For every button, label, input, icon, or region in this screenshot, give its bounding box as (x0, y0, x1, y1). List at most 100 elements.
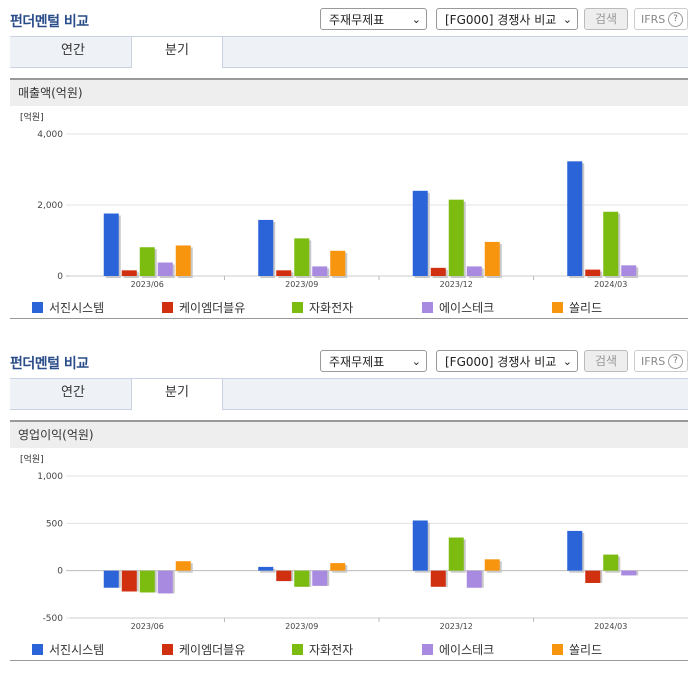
bar (466, 570, 482, 588)
x-tick-label: 2023/06 (131, 622, 164, 631)
bar (139, 570, 155, 593)
bar (603, 211, 619, 276)
legend-item[interactable]: 자화전자 (292, 641, 353, 658)
bar (621, 570, 637, 576)
chart-subtitle: 영업이익(억원) (10, 420, 688, 448)
search-button[interactable]: 검색 (584, 8, 628, 30)
bar (412, 520, 428, 571)
peer-group-select-value: [FG000] 경쟁사 비교 (445, 13, 557, 27)
bar (567, 530, 583, 571)
bar (603, 554, 619, 571)
chevron-down-icon: ⌄ (562, 355, 572, 368)
x-tick-label: 2023/09 (285, 622, 318, 631)
bar (312, 570, 328, 586)
revenue-chart: [억원] 0 2,000 4,000 2023/06 2023/09 2023/12 2024… (10, 106, 688, 296)
y-tick-label: 4,000 (37, 130, 63, 140)
statement-select-value: 주재무제표 (329, 355, 385, 369)
bar (448, 537, 464, 571)
legend-item[interactable]: 쏠리드 (552, 299, 602, 316)
legend-label: 쏠리드 (569, 643, 603, 657)
legend-item[interactable]: 케이엠더블유 (162, 299, 245, 316)
y-tick-label: 2,000 (37, 201, 63, 211)
tab-quarterly[interactable]: 분기 (131, 379, 223, 410)
bar (258, 566, 274, 571)
ifrs-button[interactable]: IFRS ? (634, 8, 688, 30)
tab-annual[interactable]: 연간 (61, 43, 85, 58)
tab-quarterly[interactable]: 분기 (131, 37, 223, 68)
legend-item[interactable]: 쏠리드 (552, 641, 602, 658)
bar (330, 250, 346, 276)
legend-swatch (162, 644, 173, 655)
period-tabs: 연간 분기 (10, 378, 688, 410)
statement-select[interactable]: 주재무제표 ⌄ (320, 8, 427, 30)
bar (312, 266, 328, 276)
statement-select-value: 주재무제표 (329, 13, 385, 27)
period-tabs: 연간 분기 (10, 36, 688, 68)
bar (484, 559, 500, 571)
legend-item[interactable]: 에이스테크 (422, 299, 494, 316)
bar (103, 570, 119, 588)
legend-item[interactable]: 에이스테크 (422, 641, 494, 658)
legend-label: 에이스테크 (439, 643, 495, 657)
peer-group-select-value: [FG000] 경쟁사 비교 (445, 355, 557, 369)
x-tick-label: 2024/03 (594, 280, 627, 289)
legend-label: 에이스테크 (439, 301, 495, 315)
chevron-down-icon: ⌄ (411, 13, 421, 26)
x-tick-label: 2023/09 (285, 280, 318, 289)
bar (157, 262, 173, 276)
help-icon[interactable]: ? (668, 354, 683, 369)
legend-label: 서진시스템 (49, 643, 105, 657)
help-icon[interactable]: ? (668, 12, 683, 27)
legend-swatch (552, 644, 563, 655)
bar (294, 570, 310, 587)
panel-title: 펀더멘털 비교 (10, 356, 89, 372)
bar (585, 269, 601, 276)
legend-swatch (32, 644, 43, 655)
bar (430, 267, 446, 276)
legend-item[interactable]: 서진시스템 (32, 641, 104, 658)
bar (121, 570, 137, 592)
legend-label: 자화전자 (309, 301, 354, 315)
x-tick-label: 2023/12 (440, 280, 473, 289)
operating-profit-chart: [억원] -500 0 500 1,000 2023/06 2023/09 2023/12 20… (10, 448, 688, 638)
y-tick-label: 0 (57, 272, 63, 282)
x-tick-label: 2023/12 (440, 622, 473, 631)
legend-item[interactable]: 케이엠더블유 (162, 641, 245, 658)
bar (258, 219, 274, 276)
chart-legend: 서진시스템 케이엠더블유 자화전자 에이스테크 쏠리드 (10, 638, 688, 661)
y-tick-label: 500 (46, 519, 63, 529)
legend-swatch (552, 302, 563, 313)
legend-item[interactable]: 서진시스템 (32, 299, 104, 316)
tab-annual[interactable]: 연간 (61, 385, 85, 400)
bar (175, 561, 191, 571)
bar (175, 245, 191, 276)
fundamental-panel-operating-profit: 펀더멘털 비교 주재무제표 ⌄ [FG000] 경쟁사 비교 ⌄ 검색 IFRS… (0, 342, 696, 661)
bar (412, 190, 428, 276)
search-button[interactable]: 검색 (584, 350, 628, 372)
legend-swatch (422, 644, 433, 655)
bar (294, 238, 310, 276)
bar (567, 161, 583, 276)
bar (430, 570, 446, 587)
ifrs-button[interactable]: IFRS ? (634, 350, 688, 372)
peer-group-select[interactable]: [FG000] 경쟁사 비교 ⌄ (436, 8, 578, 30)
fundamental-panel-revenue: 펀더멘털 비교 주재무제표 ⌄ [FG000] 경쟁사 비교 ⌄ 검색 IFRS… (0, 0, 696, 319)
legend-label: 케이엠더블유 (179, 643, 246, 657)
y-unit-label: [억원] (20, 453, 44, 465)
bar (103, 213, 119, 276)
revenue-chart-svg: [억원] 0 2,000 4,000 2023/06 2023/09 2023/12 2024… (20, 111, 688, 289)
legend-label: 쏠리드 (569, 301, 603, 315)
bar (121, 270, 137, 276)
bar (276, 570, 292, 582)
legend-label: 자화전자 (309, 643, 354, 657)
statement-select[interactable]: 주재무제표 ⌄ (320, 350, 427, 372)
y-tick-label: -500 (43, 614, 64, 624)
legend-item[interactable]: 자화전자 (292, 299, 353, 316)
ifrs-label: IFRS (641, 13, 666, 26)
peer-group-select[interactable]: [FG000] 경쟁사 비교 ⌄ (436, 350, 578, 372)
y-unit-label: [억원] (20, 111, 44, 123)
bar (139, 247, 155, 276)
bar-shadow (260, 568, 276, 573)
operating-profit-chart-svg: [억원] -500 0 500 1,000 2023/06 2023/09 2023/12 20… (20, 453, 688, 631)
legend-label: 케이엠더블유 (179, 301, 246, 315)
